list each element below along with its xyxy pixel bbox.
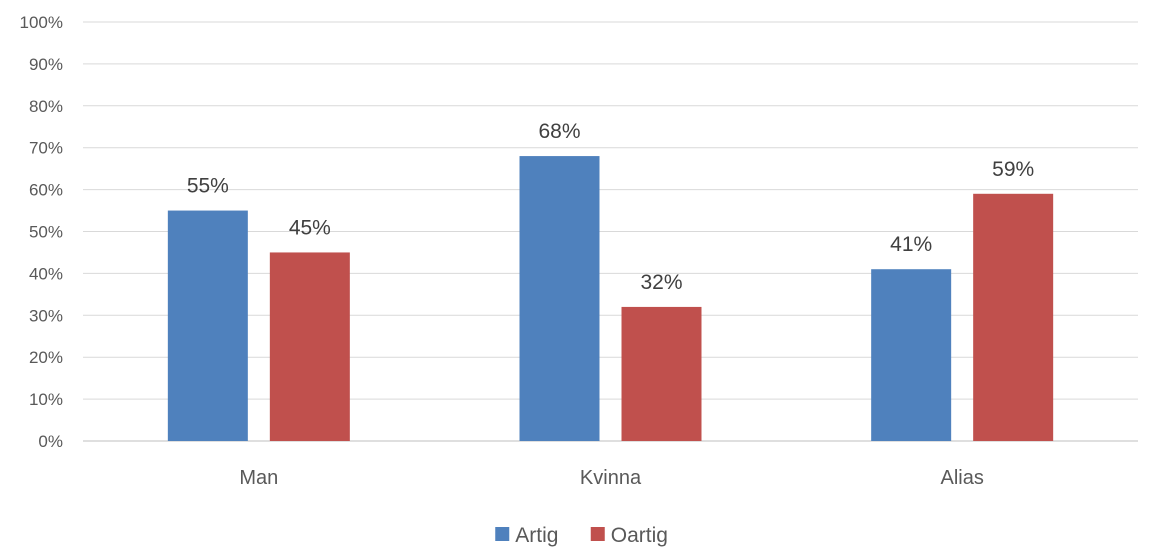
data-label: 68% [538,120,580,143]
x-category-label: Man [239,467,278,489]
y-tick-label: 100% [20,13,63,32]
data-label: 32% [640,271,682,294]
y-tick-label: 20% [29,348,63,367]
bar-oartig-kvinna [621,306,702,441]
bar-oartig-man [269,252,350,441]
legend-label-artig: Artig [515,524,558,547]
data-label: 45% [289,216,331,239]
y-tick-label: 30% [29,306,63,325]
y-tick-label: 60% [29,181,63,200]
x-axis-category-labels: Man Kvinna Alias [239,467,983,489]
bars [167,156,1054,441]
legend-swatch-artig [495,527,510,541]
y-tick-label: 10% [29,390,63,409]
y-tick-label: 70% [29,139,63,158]
y-tick-label: 80% [29,97,63,116]
x-category-label: Alias [940,467,983,489]
x-category-label: Kvinna [580,467,642,489]
y-axis-tick-labels: 0% 10% 20% 30% 40% 50% 60% 70% 80% 90% 100% [20,13,63,451]
bar-oartig-alias [973,193,1054,441]
data-label: 59% [992,158,1034,181]
legend-swatch-oartig [590,527,605,541]
bar-artig-kvinna [519,156,600,441]
y-tick-label: 90% [29,55,63,74]
y-tick-label: 0% [38,432,63,451]
legend-label-oartig: Oartig [611,524,668,547]
legend: Artig Oartig [495,524,668,547]
bar-artig-alias [871,269,952,441]
y-tick-label: 50% [29,223,63,242]
y-tick-label: 40% [29,264,63,283]
data-label: 55% [187,175,229,198]
gridlines [83,21,1138,442]
data-labels: 55% 45% 68% 32% 41% 59% [187,120,1034,294]
data-label: 41% [890,233,932,256]
bar-artig-man [167,210,248,441]
